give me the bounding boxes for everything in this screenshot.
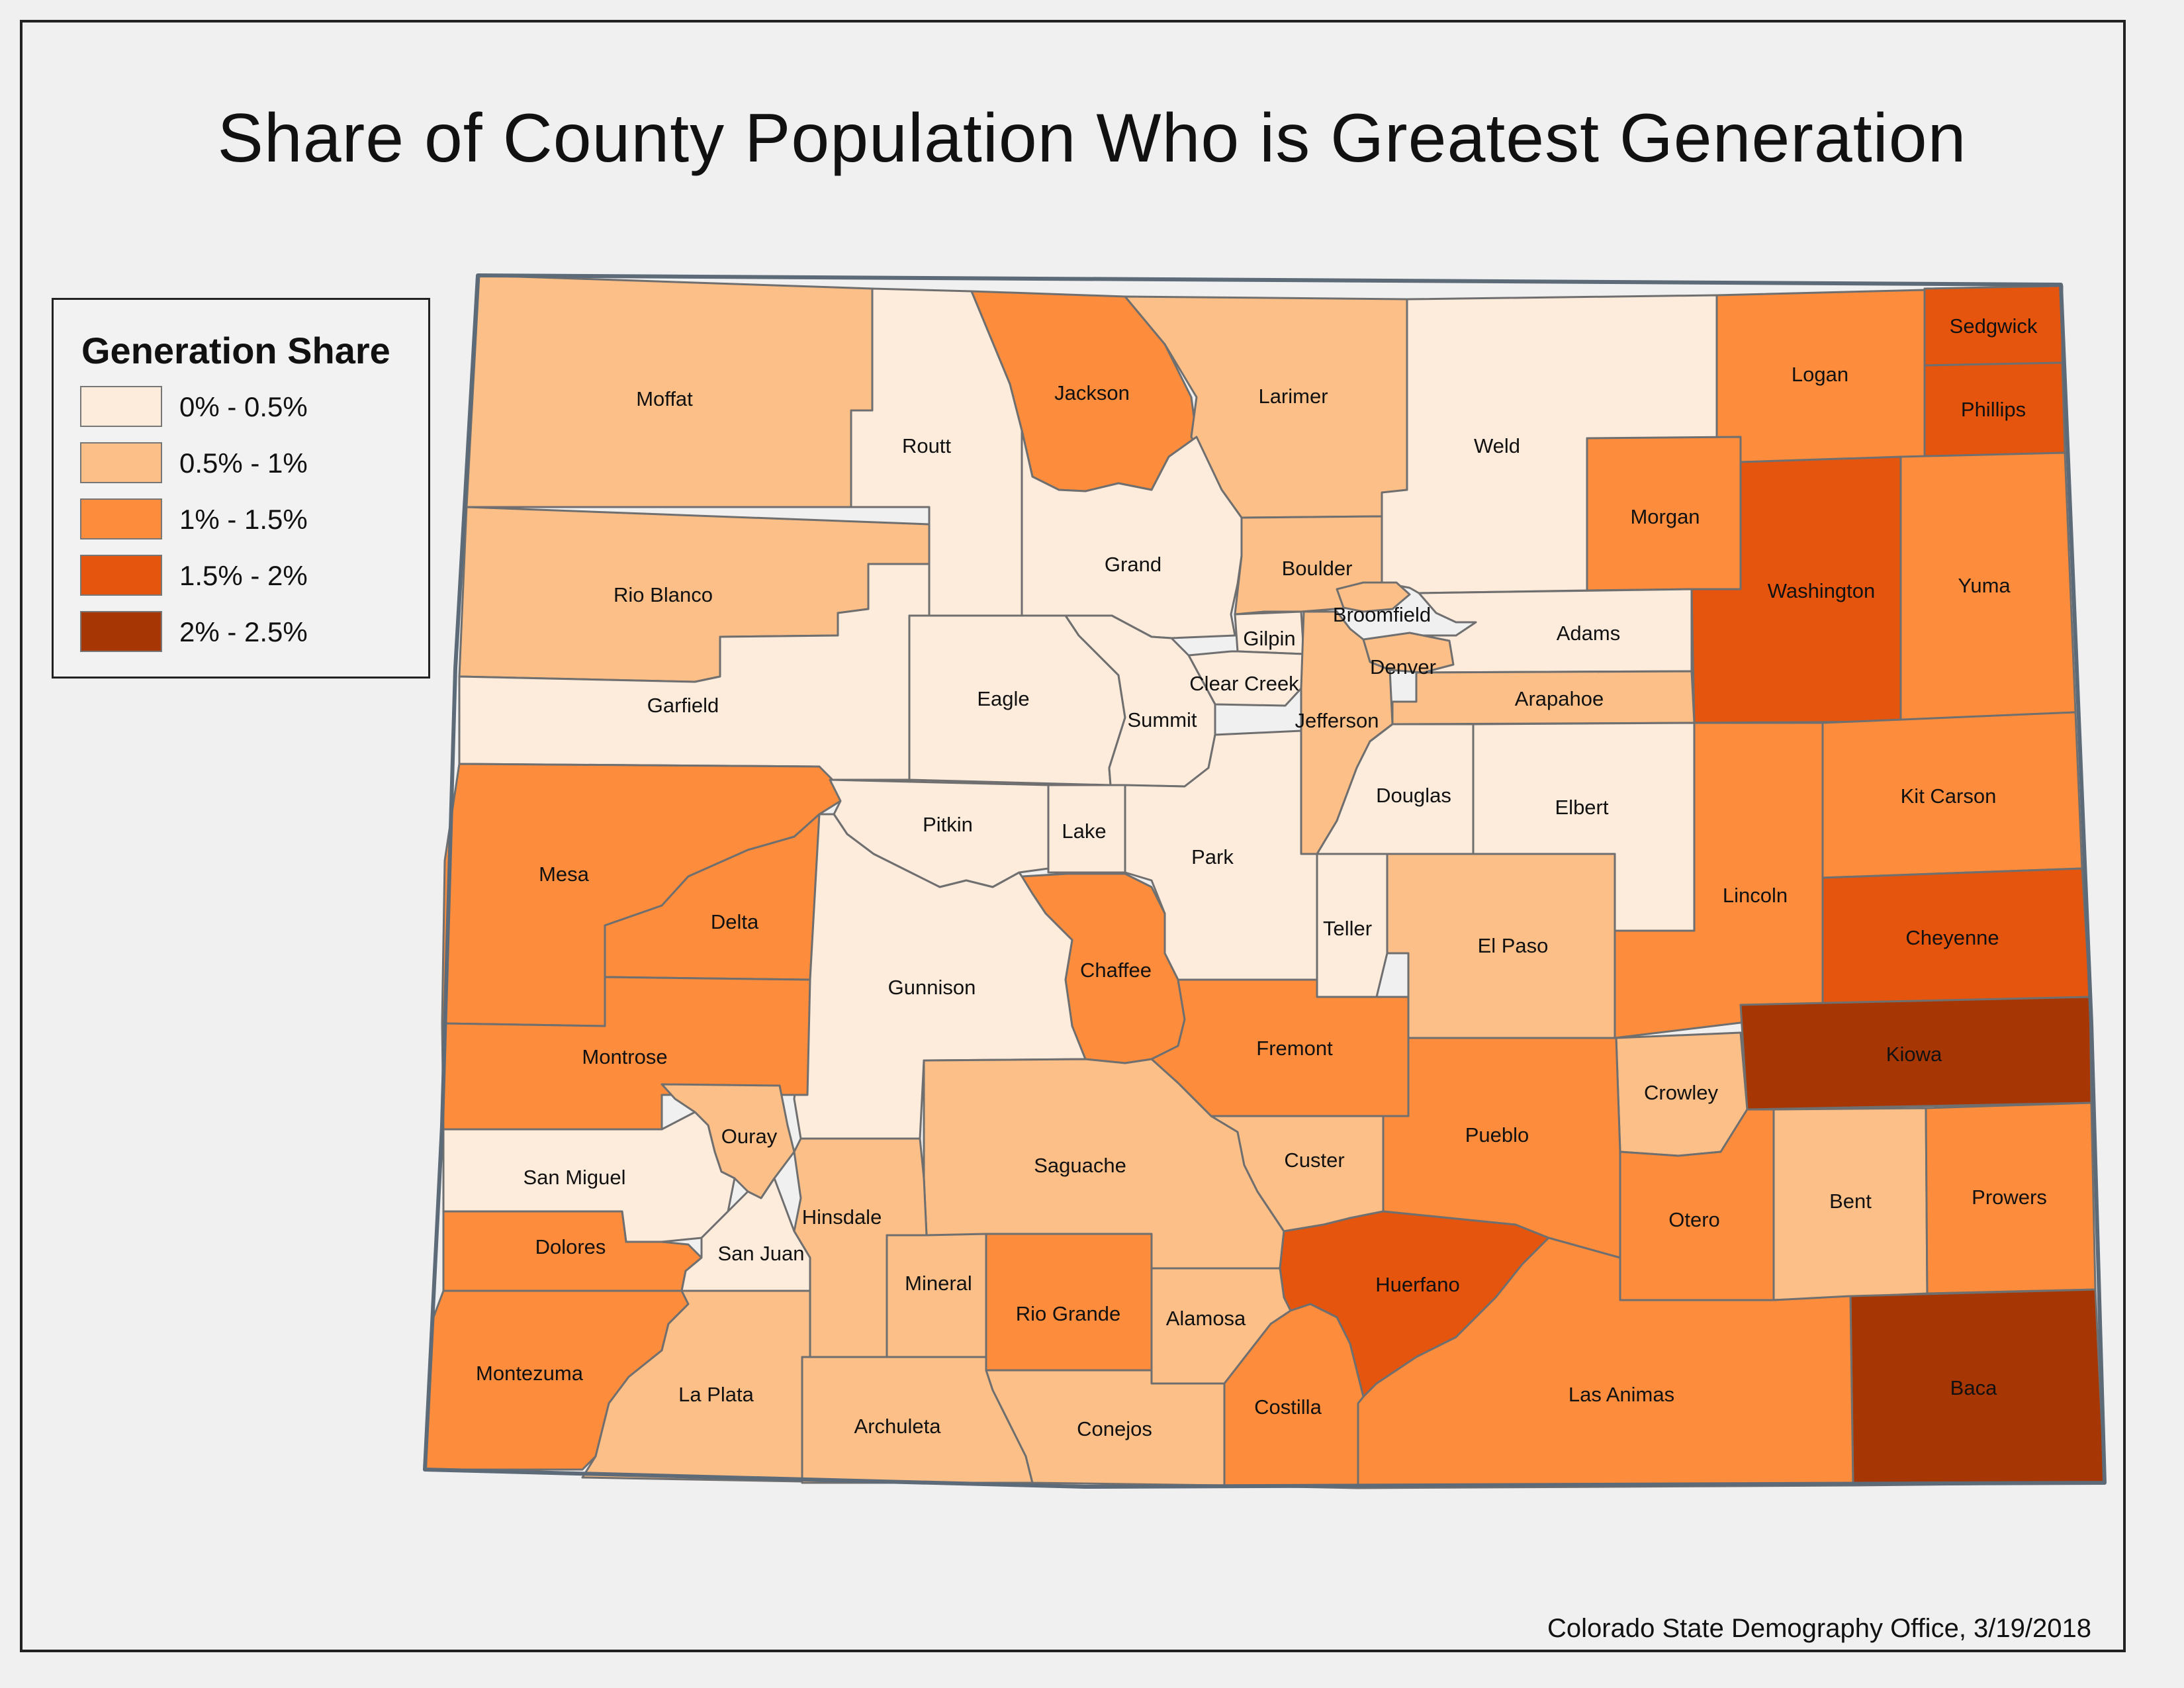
county-label-adams: Adams: [1557, 622, 1620, 645]
legend-swatch: [80, 442, 162, 483]
county-san-juan: [680, 1177, 811, 1292]
county-las-animas: [1357, 1237, 1854, 1489]
county-label-denver: Denver: [1370, 655, 1436, 679]
county-label-larimer: Larimer: [1258, 385, 1328, 408]
county-label-ouray: Ouray: [721, 1125, 778, 1148]
legend-label: 2% - 2.5%: [179, 616, 308, 647]
legend-swatch: [80, 386, 162, 427]
county-label-rio-blanco: Rio Blanco: [614, 583, 713, 606]
county-label-alamosa: Alamosa: [1166, 1307, 1246, 1330]
county-label-routt: Routt: [902, 434, 951, 457]
legend-label: 1.5% - 2%: [179, 560, 308, 591]
county-label-baca: Baca: [1950, 1376, 1997, 1399]
county-label-conejos: Conejos: [1077, 1417, 1152, 1440]
county-label-archuleta: Archuleta: [854, 1415, 942, 1438]
county-label-arapahoe: Arapahoe: [1515, 687, 1604, 710]
county-label-summit: Summit: [1127, 708, 1197, 731]
county-label-mineral: Mineral: [905, 1272, 972, 1295]
county-label-kit-carson: Kit Carson: [1901, 784, 1997, 808]
county-label-gilpin: Gilpin: [1243, 627, 1295, 650]
county-label-saguache: Saguache: [1034, 1154, 1126, 1177]
county-label-crowley: Crowley: [1644, 1081, 1718, 1104]
legend-title: Generation Share: [81, 330, 390, 371]
legend-label: 0.5% - 1%: [179, 447, 308, 479]
county-label-elbert: Elbert: [1555, 796, 1609, 819]
county-label-douglas: Douglas: [1376, 784, 1451, 807]
county-label-cheyenne: Cheyenne: [1905, 926, 1999, 949]
state-outline: [423, 273, 2107, 1489]
county-label-san-juan: San Juan: [718, 1242, 805, 1265]
county-label-logan: Logan: [1792, 363, 1848, 386]
county-teller: [1316, 853, 1388, 998]
county-label-gunnison: Gunnison: [888, 976, 976, 999]
county-label-washington: Washington: [1768, 579, 1876, 602]
legend-label: 1% - 1.5%: [179, 504, 308, 535]
county-label-yuma: Yuma: [1958, 574, 2011, 597]
county-label-pitkin: Pitkin: [923, 813, 973, 836]
source-credit: Colorado State Demography Office, 3/19/2…: [1547, 1614, 2091, 1643]
legend-swatch: [80, 611, 162, 652]
county-label-lincoln: Lincoln: [1723, 884, 1788, 907]
county-label-jefferson: Jefferson: [1295, 709, 1379, 732]
legend: Generation Share 0% - 0.5% 0.5% - 1% 1% …: [52, 298, 430, 679]
county-label-kiowa: Kiowa: [1886, 1043, 1942, 1066]
legend-label: 0% - 0.5%: [179, 391, 308, 422]
county-label-garfield: Garfield: [647, 694, 719, 717]
county-label-eagle: Eagle: [977, 687, 1029, 710]
county-label-chaffee: Chaffee: [1080, 959, 1152, 982]
county-label-fremont: Fremont: [1256, 1037, 1333, 1060]
county-label-weld: Weld: [1474, 434, 1520, 457]
county-label-phillips: Phillips: [1961, 398, 2026, 421]
county-label-el-paso: El Paso: [1478, 934, 1549, 957]
legend-swatch: [80, 555, 162, 596]
county-conejos: [985, 1369, 1226, 1487]
county-adams: [1415, 588, 1693, 674]
labels-layer: Moffat Routt Jackson Larimer Weld Logan Sedgwi…: [476, 314, 2047, 1440]
counties-layer: [424, 274, 2106, 1489]
county-label-boulder: Boulder: [1282, 557, 1353, 580]
county-label-las-animas: Las Animas: [1569, 1383, 1674, 1406]
county-label-delta: Delta: [711, 910, 759, 933]
county-label-morgan: Morgan: [1630, 505, 1700, 528]
county-label-montrose: Montrose: [582, 1045, 667, 1068]
county-label-teller: Teller: [1323, 917, 1372, 940]
county-mineral: [886, 1233, 987, 1372]
county-label-bent: Bent: [1829, 1190, 1872, 1213]
county-label-clear-creek: Clear Creek: [1189, 672, 1299, 695]
county-label-rio-grande: Rio Grande: [1016, 1302, 1121, 1325]
county-label-dolores: Dolores: [535, 1235, 606, 1258]
county-broomfield: [1336, 581, 1411, 613]
county-label-otero: Otero: [1668, 1208, 1720, 1231]
county-label-la-plata: La Plata: [678, 1383, 754, 1406]
county-label-jackson: Jackson: [1054, 381, 1130, 404]
county-label-hinsdale: Hinsdale: [802, 1205, 882, 1229]
map-title: Share of County Population Who is Greate…: [217, 100, 1967, 177]
county-label-broomfield: Broomfield: [1333, 603, 1431, 626]
county-label-park: Park: [1191, 845, 1234, 868]
county-label-sedgwick: Sedgwick: [1950, 314, 2038, 338]
county-label-lake: Lake: [1062, 820, 1106, 843]
map-frame: [20, 20, 2126, 1652]
county-label-costilla: Costilla: [1254, 1395, 1322, 1419]
county-label-prowers: Prowers: [1972, 1186, 2047, 1209]
county-label-mesa: Mesa: [539, 863, 590, 886]
county-label-grand: Grand: [1105, 553, 1161, 576]
county-label-pueblo: Pueblo: [1465, 1123, 1529, 1147]
county-label-huerfano: Huerfano: [1375, 1273, 1460, 1296]
county-label-san-miguel: San Miguel: [523, 1166, 625, 1189]
legend-swatch: [80, 498, 162, 539]
county-label-custer: Custer: [1284, 1149, 1344, 1172]
county-label-montezuma: Montezuma: [476, 1362, 584, 1385]
county-label-moffat: Moffat: [636, 387, 693, 410]
